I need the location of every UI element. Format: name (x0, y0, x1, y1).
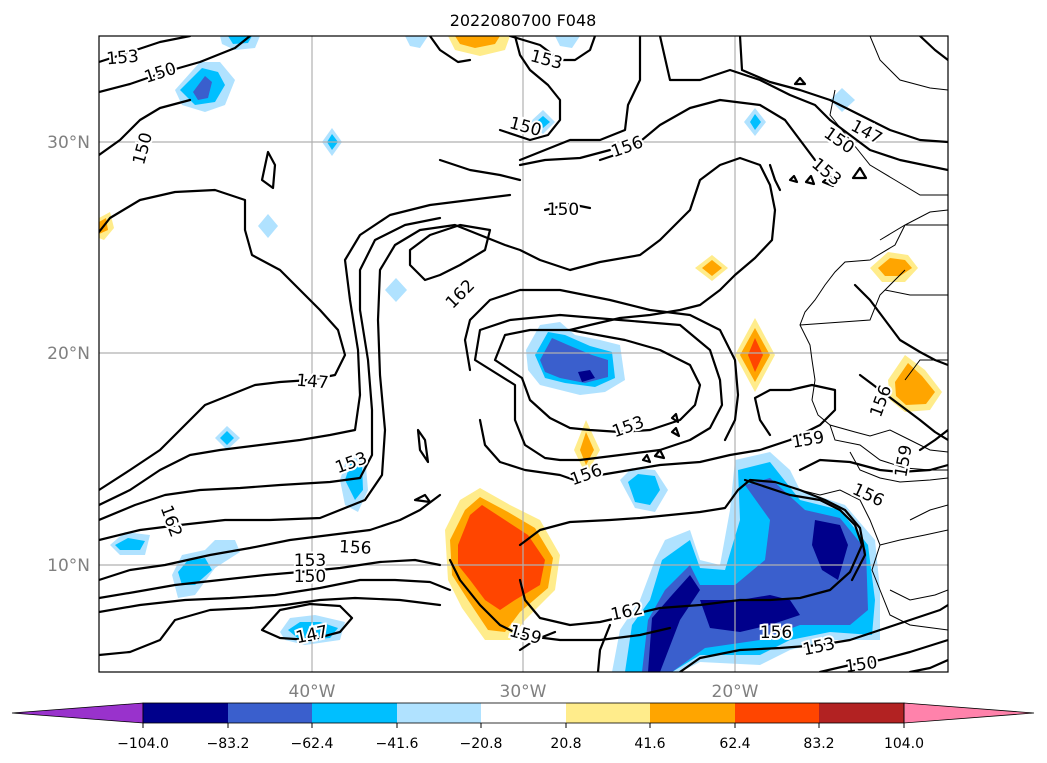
colorbar-bin (143, 703, 228, 723)
map-area: 153 150 150 153 150 156 150 147 150 153 … (99, 36, 948, 677)
contour-label: 153 (294, 551, 326, 571)
colorbar-bin (312, 703, 397, 723)
contour-label: 150 (844, 653, 879, 677)
colorbar-tick-label: −83.2 (207, 736, 250, 752)
colorbar-bin (650, 703, 735, 723)
contour-label: 153 (106, 47, 140, 70)
contour-label: 147 (295, 371, 329, 394)
colorbar-tick-label: −62.4 (291, 736, 334, 752)
colorbar-bin (228, 703, 312, 723)
contour-label: 156 (339, 537, 372, 559)
colorbar-bin (397, 703, 481, 723)
colorbar-tick-label: 104.0 (884, 736, 924, 752)
colorbar-tick-label: −104.0 (117, 736, 169, 752)
colorbar-high-extend (903, 702, 1035, 724)
colorbar-tick-label: −20.8 (460, 736, 503, 752)
lon-label-20w: 20°W (712, 682, 759, 702)
lat-label-20n: 20°N (47, 344, 90, 364)
contour-label: 150 (294, 567, 326, 587)
lon-label-40w: 40°W (289, 682, 336, 702)
shaded-anomalies (99, 36, 942, 672)
colorbar-bin (481, 703, 566, 723)
map-title: 2022080700 F048 (450, 11, 597, 30)
latitude-labels: 30°N 20°N 10°N (47, 133, 90, 576)
lat-label-10n: 10°N (47, 556, 90, 576)
colorbar-tick-label: 83.2 (803, 736, 834, 752)
colorbar-tick-label: 62.4 (719, 736, 750, 752)
contour-label: 156 (760, 623, 792, 643)
contour-label: 150 (547, 200, 579, 220)
colorbar-tick-label: 20.8 (550, 736, 581, 752)
height-contours (99, 36, 948, 672)
contour-label: 162 (549, 200, 581, 220)
lon-label-30w: 30°W (500, 682, 547, 702)
gridlines (99, 36, 948, 672)
colorbar-tick-label: −41.6 (376, 736, 419, 752)
colorbar-bin (735, 703, 819, 723)
longitude-labels: 40°W 30°W 20°W (289, 682, 759, 702)
map-frame (98, 35, 949, 673)
colorbar: −104.0 −83.2 −62.4 −41.6 −20.8 20.8 41.6… (11, 702, 1035, 752)
colorbar-low-extend (11, 702, 144, 724)
colorbar-tick-label: 41.6 (634, 736, 665, 752)
lat-label-30n: 30°N (47, 133, 90, 153)
colorbar-bin (819, 703, 904, 723)
negative-anomaly-strong (642, 478, 868, 672)
colorbar-bin (566, 703, 650, 723)
negative-anomaly-extreme (648, 520, 848, 672)
